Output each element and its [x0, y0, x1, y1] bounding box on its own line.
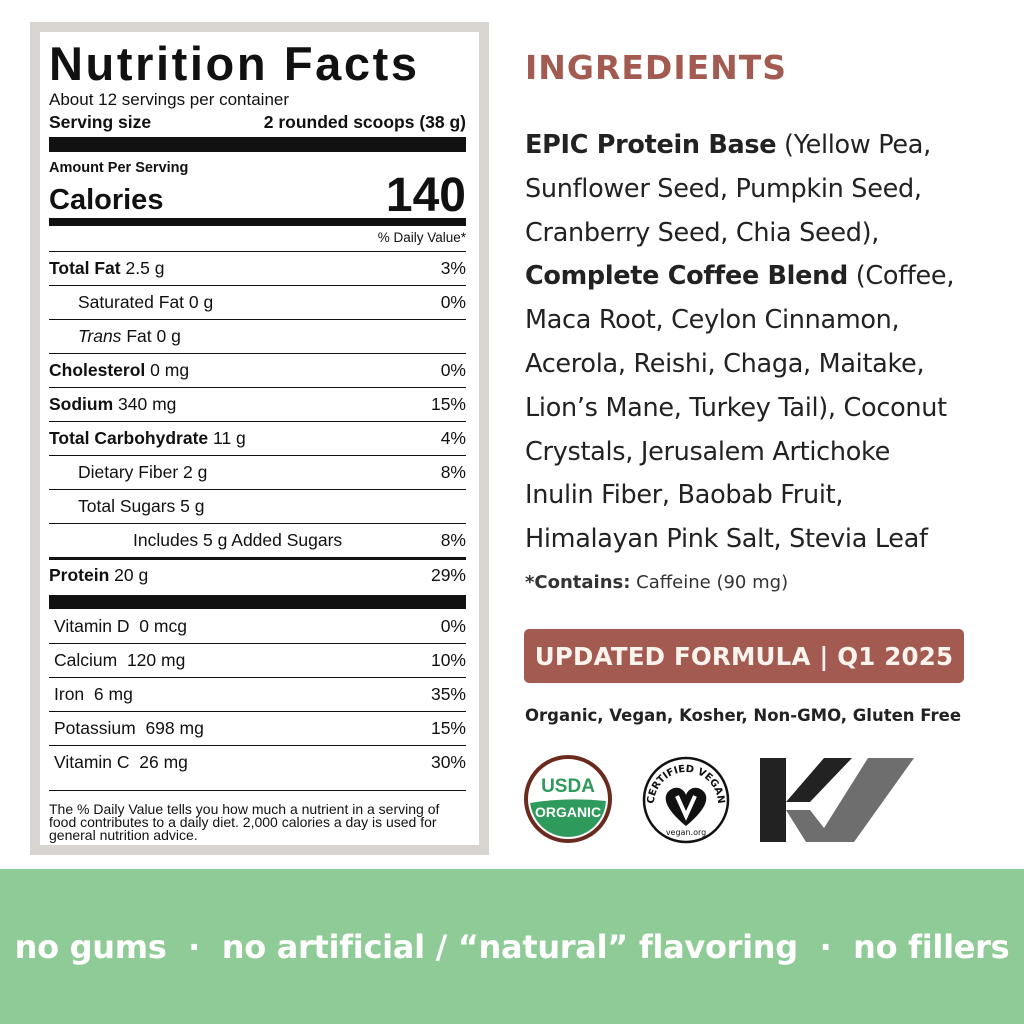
nutrient-name: Total Sugars 5 g — [78, 496, 205, 516]
nutrient-name: Includes 5 g Added Sugars — [133, 530, 343, 550]
nutrient-row: Total Fat 2.5 g 3% — [49, 251, 466, 285]
thick-divider — [49, 137, 466, 152]
vegan-org-text: vegan.org — [666, 828, 706, 837]
contains-value: Caffeine (90 mg) — [630, 572, 789, 593]
nutrient-name: Cholesterol 0 mg — [49, 360, 190, 380]
micronutrient-row: Potassium 698 mg 15% — [49, 711, 466, 745]
nutrient-name: Sodium 340 mg — [49, 394, 177, 414]
serving-size-label: Serving size — [49, 112, 152, 132]
nutrient-name: Total Fat 2.5 g — [49, 258, 165, 278]
kosher-kv-logo — [760, 758, 914, 842]
micronutrient-daily-value: 30% — [430, 752, 466, 772]
ingredient-line: Acerola, Reishi, Chaga, Maitake, — [525, 348, 925, 379]
tagline-text: no gums · no artificial / “natural” flav… — [14, 927, 1010, 966]
ingredient-line: Complete Coffee Blend (Coffee, — [525, 261, 955, 292]
micronutrient-name: Vitamin D 0 mcg — [54, 615, 187, 636]
usda-organic-logo: USDA ORGANIC — [524, 755, 612, 843]
nutrient-row: Saturated Fat 0 g 0% — [49, 285, 466, 319]
nutrient-row: Includes 5 g Added Sugars 8% — [49, 523, 466, 557]
ingredients-list: EPIC Protein Base (Yellow Pea, Sunflower … — [525, 124, 954, 562]
micronutrient-rows: Vitamin D 0 mcg 0% Calcium 120 mg 10% Iron 6… — [49, 609, 466, 779]
nutrient-daily-value: 0% — [440, 292, 466, 312]
micronutrient-name: Vitamin C 26 mg — [54, 752, 188, 772]
ingredient-line: Lion’s Mane, Turkey Tail), Coconut — [525, 392, 947, 423]
micronutrient-row: Vitamin C 26 mg 30% — [49, 745, 466, 779]
contains-note: *Contains: Caffeine (90 mg) — [525, 572, 788, 593]
nutrient-name: Saturated Fat 0 g — [78, 292, 214, 312]
footer-tagline: no gums · no artificial / “natural” flav… — [0, 869, 1024, 1024]
micronutrient-daily-value: 15% — [430, 718, 466, 738]
certified-vegan-logo: CERTIFIED VEGAN vegan.org — [642, 756, 730, 844]
contains-label: *Contains: — [525, 572, 631, 593]
ingredient-line: Himalayan Pink Salt, Stevia Leaf — [525, 524, 928, 555]
nutrient-daily-value: 4% — [440, 428, 466, 448]
daily-value-header: % Daily Value* — [377, 230, 466, 245]
serving-size: Serving size 2 rounded scoops (38 g) — [49, 112, 466, 133]
nutrient-name: Protein 20 g — [49, 565, 149, 585]
organic-text: ORGANIC — [535, 804, 601, 820]
nutrient-row: Trans Fat 0 g — [49, 319, 466, 353]
nutrient-row: Protein 20 g 29% — [49, 557, 466, 591]
micronutrient-row: Vitamin D 0 mcg 0% — [49, 609, 466, 643]
certification-logos: USDA ORGANIC CERTIFIED VEGAN vegan.org — [524, 752, 924, 867]
medium-divider — [49, 218, 466, 226]
amount-per-serving: Amount Per Serving — [49, 160, 189, 176]
calories-row: Calories 140 — [49, 172, 466, 220]
usda-text: USDA — [541, 776, 595, 797]
micronutrient-daily-value: 10% — [430, 650, 466, 670]
ingredient-line: Sunflower Seed, Pumpkin Seed, — [525, 173, 922, 204]
thick-divider — [49, 595, 466, 609]
nutrient-daily-value: 3% — [440, 258, 466, 278]
calories-label: Calories — [49, 184, 164, 216]
nutrient-rows: Total Fat 2.5 g 3% Saturated Fat 0 g 0% Tran… — [49, 251, 466, 591]
nutrient-daily-value: 8% — [440, 462, 466, 482]
micronutrient-name: Calcium 120 mg — [54, 650, 186, 670]
micronutrient-row: Iron 6 mg 35% — [49, 677, 466, 711]
nutrient-row: Sodium 340 mg 15% — [49, 387, 466, 421]
nutrient-daily-value: 29% — [430, 565, 466, 585]
servings-per-container: About 12 servings per container — [49, 90, 290, 109]
certifications-text: Organic, Vegan, Kosher, Non-GMO, Gluten … — [525, 706, 962, 725]
nutrient-row: Total Carbohydrate 11 g 4% — [49, 421, 466, 455]
ingredient-line: Maca Root, Ceylon Cinnamon, — [525, 305, 900, 336]
nutrient-name: Trans Fat 0 g — [78, 326, 181, 346]
calories-value: 140 — [385, 169, 466, 222]
ingredient-line: Inulin Fiber, Baobab Fruit, — [525, 480, 844, 511]
nutrient-name: Total Carbohydrate 11 g — [49, 428, 246, 448]
serving-size-value: 2 rounded scoops (38 g) — [263, 112, 466, 132]
nutrient-daily-value: 8% — [440, 530, 466, 550]
micronutrient-name: Potassium 698 mg — [54, 718, 204, 738]
nutrient-row: Cholesterol 0 mg 0% — [49, 353, 466, 387]
ingredient-line: EPIC Protein Base (Yellow Pea, — [525, 130, 931, 160]
ingredient-line: Cranberry Seed, Chia Seed), — [525, 217, 880, 248]
nutrient-row: Total Sugars 5 g — [49, 489, 466, 523]
nutrient-row: Dietary Fiber 2 g 8% — [49, 455, 466, 489]
micronutrient-row: Calcium 120 mg 10% — [49, 643, 466, 677]
micronutrient-name: Iron 6 mg — [54, 684, 133, 704]
updated-formula-banner: UPDATED FORMULA | Q1 2025 — [524, 629, 964, 683]
footnote: The % Daily Value tells you how much a n… — [49, 790, 466, 842]
nutrition-facts-label: Nutrition Facts About 12 servings per co… — [40, 32, 479, 845]
nutrient-daily-value: 15% — [430, 394, 466, 414]
micronutrient-daily-value: 35% — [430, 684, 466, 704]
ingredients-heading: INGREDIENTS — [525, 48, 788, 87]
nutrition-title: Nutrition Facts — [49, 37, 420, 90]
micronutrient-daily-value: 0% — [440, 615, 466, 636]
nutrient-name: Dietary Fiber 2 g — [78, 462, 208, 482]
nutrient-daily-value: 0% — [440, 360, 466, 380]
ingredient-line: Crystals, Jerusalem Artichoke — [525, 436, 890, 467]
